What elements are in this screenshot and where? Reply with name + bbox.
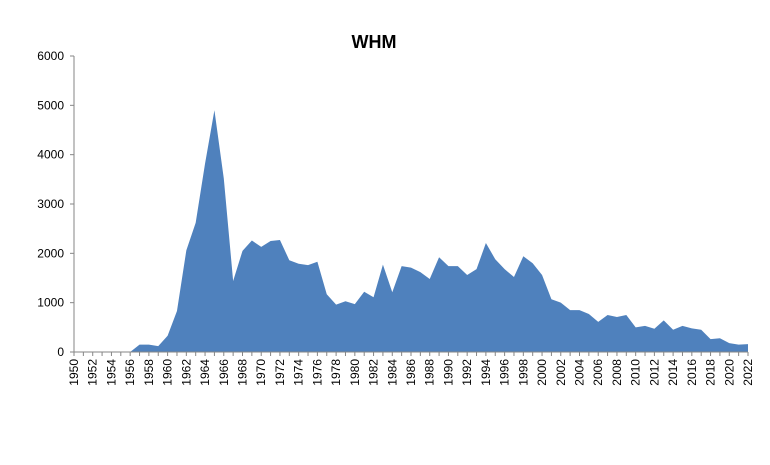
x-tick-label: 2002 — [554, 359, 568, 386]
x-tick-label: 2008 — [610, 359, 624, 386]
x-tick-label: 1966 — [217, 359, 231, 386]
x-tick-label: 1960 — [161, 359, 175, 386]
chart-title: WHM — [352, 32, 397, 52]
x-tick-label: 1974 — [292, 359, 306, 386]
x-tick-label: 1956 — [123, 359, 137, 386]
x-tick-label: 1998 — [516, 359, 530, 386]
x-tick-label: 1992 — [460, 359, 474, 386]
x-tick-label: 1978 — [329, 359, 343, 386]
x-tick-label: 2010 — [629, 359, 643, 386]
x-tick-label: 1988 — [423, 359, 437, 386]
y-tick-label: 5000 — [37, 98, 64, 112]
y-tick-label: 1000 — [37, 296, 64, 310]
x-tick-label: 1990 — [441, 359, 455, 386]
x-tick-label: 2006 — [591, 359, 605, 386]
x-tick-label: 1996 — [498, 359, 512, 386]
x-tick-label: 1970 — [254, 359, 268, 386]
x-tick-label: 1964 — [198, 359, 212, 386]
x-tick-label: 1962 — [179, 359, 193, 386]
y-tick-label: 2000 — [37, 246, 64, 260]
x-tick-label: 1994 — [479, 359, 493, 386]
y-tick-label: 4000 — [37, 148, 64, 162]
x-tick-label: 1968 — [236, 359, 250, 386]
x-tick-label: 1972 — [273, 359, 287, 386]
area-series-0 — [74, 110, 748, 353]
x-tick-label: 1984 — [385, 359, 399, 386]
x-tick-label: 2000 — [535, 359, 549, 386]
x-tick-label: 2022 — [741, 359, 755, 386]
y-axis: 0 1000 2000 3000 4000 5000 6000 — [37, 49, 75, 359]
x-tick-label: 1980 — [348, 359, 362, 386]
x-tick-label: 2014 — [666, 359, 680, 386]
x-tick-label: 1954 — [104, 359, 118, 386]
x-tick-label: 1976 — [310, 359, 324, 386]
y-tick-label: 6000 — [37, 49, 64, 63]
x-tick-label: 1958 — [142, 359, 156, 386]
x-tick-label: 2018 — [704, 359, 718, 386]
x-tick-label: 2004 — [573, 359, 587, 386]
x-tick-label: 1950 — [67, 359, 81, 386]
x-tick-label: 2012 — [647, 359, 661, 386]
x-tick-label: 2016 — [685, 359, 699, 386]
y-tick-label: 3000 — [37, 197, 64, 211]
x-tick-label: 1952 — [86, 359, 100, 386]
plot-area — [74, 110, 748, 353]
x-tick-label: 1986 — [404, 359, 418, 386]
y-tick-label: 0 — [57, 345, 64, 359]
x-tick-label: 2020 — [722, 359, 736, 386]
x-tick-label: 1982 — [367, 359, 381, 386]
x-axis: 1950 1952 1954 1956 1958 1960 1962 1964 1966 1968… — [67, 351, 755, 386]
